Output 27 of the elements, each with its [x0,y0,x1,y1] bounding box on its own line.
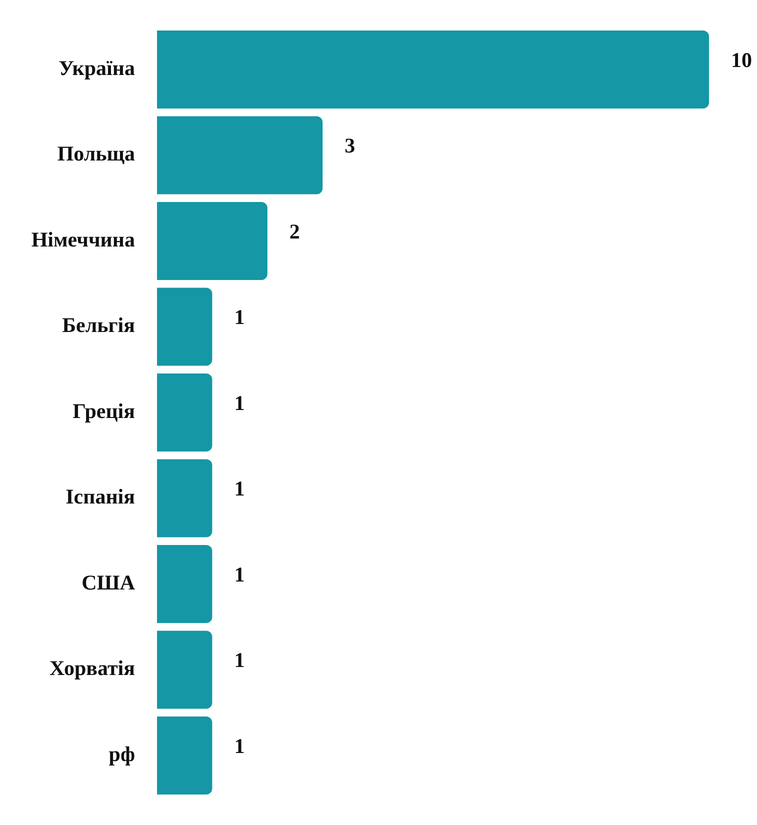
data-label: 3 [344,134,356,158]
y-tick-label: рф [108,742,135,766]
y-tick-label: Україна [58,56,136,80]
y-tick-label: Хорватія [49,656,135,680]
bar [157,459,212,538]
bar [157,630,212,709]
data-label: 1 [234,305,245,330]
data-label: 1 [234,648,245,672]
bar [157,716,212,795]
y-tick-label: США [82,570,136,594]
y-tick-label: Греція [72,398,135,423]
data-label: 1 [234,734,245,758]
bar [157,544,212,624]
data-label: 1 [234,476,245,501]
y-tick-label: Німеччина [31,227,136,252]
data-label: 1 [234,390,245,415]
data-label: 1 [234,562,245,586]
data-label: 10 [731,48,752,72]
bar [157,116,323,194]
y-tick-label: Польща [57,142,136,166]
y-tick-label: Іспанія [66,484,135,509]
y-tick-label: Бельгія [62,313,135,338]
data-label: 2 [289,219,300,244]
bar [157,30,709,108]
bar [157,373,212,452]
bar [157,202,268,280]
bar [157,288,212,366]
